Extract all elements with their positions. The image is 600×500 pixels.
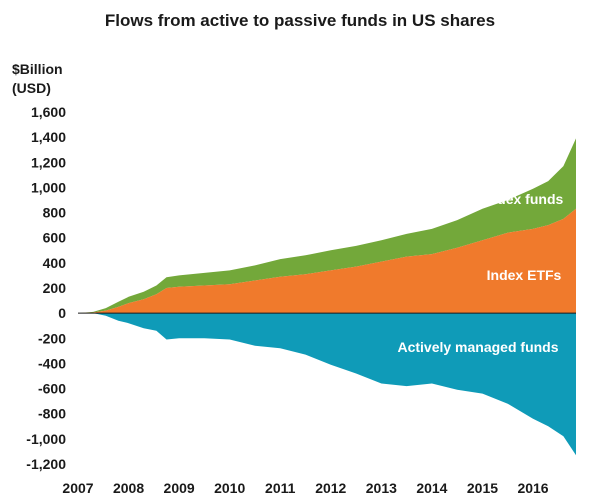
y-tick-label: 400 [43,255,67,271]
x-tick-label: 2010 [214,480,245,496]
label-actively-managed-funds: Actively managed funds [397,339,558,355]
y-tick-label: -200 [38,330,66,346]
x-tick-label: 2014 [416,480,447,496]
x-tick-label: 2013 [366,480,397,496]
x-tick-label: 2016 [517,480,548,496]
x-tick-label: 2011 [265,480,296,496]
areas-group [78,138,576,456]
y-tick-label: 1,600 [31,104,66,120]
x-tick-label: 2009 [164,480,195,496]
y-axis-label: $Billion (USD) [12,60,82,98]
y-tick-label: 0 [58,305,66,321]
y-tick-label: -1,000 [26,431,66,447]
y-tick-label: -600 [38,381,66,397]
y-tick-label: -400 [38,355,66,371]
area-index-funds [78,138,576,314]
x-tick-label: 2015 [467,480,498,496]
y-ticks-group: 1,600 1,400 1,200 1,000 800 600 400 200 0 -200 -40… [26,104,66,472]
x-ticks-group: 2007 2008 2009 2010 2011 2012 2013 2014 2015 2016 [62,480,548,496]
y-tick-label: 1,200 [31,154,66,170]
y-axis-label-line-2: (USD) [12,80,51,96]
x-tick-label: 2007 [62,480,93,496]
area-labels-group: Index funds Index ETFs Actively managed … [397,191,563,355]
y-tick-label: 800 [43,205,67,221]
y-tick-label: 200 [43,280,67,296]
label-index-funds: Index funds [485,191,564,207]
y-tick-label: 1,400 [31,129,66,145]
area-index-etfs [78,208,576,314]
y-tick-label: -1,200 [26,456,66,472]
chart-title: Flows from active to passive funds in US… [104,11,496,30]
label-index-etfs: Index ETFs [487,267,562,283]
y-axis-label-line-1: $Billion [12,61,63,77]
x-tick-label: 2012 [315,480,346,496]
x-tick-label: 2008 [113,480,144,496]
area-actively-managed-funds [78,313,576,456]
y-tick-label: 600 [43,230,67,246]
y-tick-label: -800 [38,406,66,422]
y-tick-label: 1,000 [31,179,66,195]
